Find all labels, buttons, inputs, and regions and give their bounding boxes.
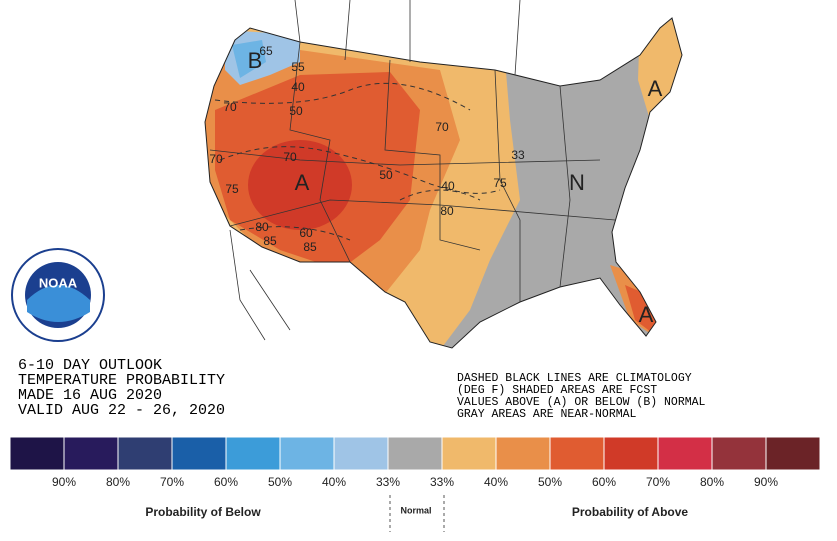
- legend-swatch: [63, 436, 119, 471]
- map-label: 80: [255, 220, 269, 234]
- map-label: 85: [263, 234, 277, 248]
- legend-label: 33%: [376, 475, 400, 489]
- map-label: A: [639, 302, 654, 327]
- legend-swatch: [657, 436, 713, 471]
- map-label: 75: [493, 176, 507, 190]
- legend-swatch: [117, 436, 173, 471]
- legend-swatch: [495, 436, 551, 471]
- legend-label: 80%: [106, 475, 130, 489]
- map-label: 85: [303, 240, 317, 254]
- legend-label: 60%: [592, 475, 616, 489]
- legend-below-title: Probability of Below: [145, 505, 261, 519]
- map-label: 70: [283, 150, 297, 164]
- legend-swatch: [603, 436, 659, 471]
- map-label: N: [569, 170, 585, 195]
- legend-swatch: [549, 436, 605, 471]
- map-label: 50: [379, 168, 393, 182]
- legend-label: 40%: [484, 475, 508, 489]
- legend-normal-title: Normal: [400, 505, 431, 515]
- map-label: 70: [209, 152, 223, 166]
- header-line: MADE 16 AUG 2020: [18, 387, 162, 404]
- map-label: 65: [259, 44, 273, 58]
- us-outline: [204, 17, 683, 349]
- map-label: 50: [289, 104, 303, 118]
- noaa-logo: NOAA: [11, 248, 105, 342]
- note-line: GRAY AREAS ARE NEAR-NORMAL: [457, 408, 637, 421]
- legend-label: 50%: [268, 475, 292, 489]
- legend-swatch: [765, 436, 821, 471]
- map-label: 55: [291, 60, 305, 74]
- header-line: VALID AUG 22 - 26, 2020: [18, 402, 225, 419]
- legend-label: 70%: [160, 475, 184, 489]
- logo-wave: [27, 285, 90, 322]
- map-label: 33: [511, 148, 525, 162]
- legend-swatch: [9, 436, 65, 471]
- legend-swatch: [711, 436, 767, 471]
- legend: Probability of Below Normal Probability …: [9, 436, 821, 532]
- map-label: 40: [291, 80, 305, 94]
- map-label: 40: [441, 179, 455, 193]
- legend-label: 60%: [214, 475, 238, 489]
- map-labels: B 55 65 40 50 70 70 75 A 70 80 85 60 85 …: [209, 44, 662, 327]
- map-label: 75: [225, 182, 239, 196]
- below-50-area: [232, 40, 266, 78]
- legend-label: 90%: [754, 475, 778, 489]
- header: 6-10 DAY OUTLOOK TEMPERATURE PROBABILITY…: [18, 357, 225, 419]
- note-line: VALUES ABOVE (A) OR BELOW (B) NORMAL: [457, 396, 706, 409]
- map-label: 80: [440, 204, 454, 218]
- legend-label: 50%: [538, 475, 562, 489]
- map-label: 70: [223, 100, 237, 114]
- legend-label: 70%: [646, 475, 670, 489]
- logo-text: NOAA: [39, 275, 78, 290]
- header-line: 6-10 DAY OUTLOOK: [18, 357, 162, 374]
- climatology-lines: [214, 82, 501, 241]
- map-label: B: [248, 48, 263, 73]
- legend-above-title: Probability of Above: [572, 505, 689, 519]
- legend-label: 40%: [322, 475, 346, 489]
- map-label: A: [648, 76, 663, 101]
- state-lines: [209, 0, 616, 341]
- legend-label: 90%: [52, 475, 76, 489]
- notes: DASHED BLACK LINES ARE CLIMATOLOGY (DEG …: [457, 372, 706, 421]
- legend-label: 80%: [700, 475, 724, 489]
- note-line: DASHED BLACK LINES ARE CLIMATOLOGY: [457, 372, 692, 385]
- legend-swatch: [387, 436, 443, 471]
- header-line: TEMPERATURE PROBABILITY: [18, 372, 225, 389]
- northeast-area: [638, 20, 682, 120]
- legend-swatch: [171, 436, 227, 471]
- legend-swatch: [225, 436, 281, 471]
- map-label: 70: [435, 120, 449, 134]
- legend-swatch: [279, 436, 335, 471]
- map-label: 60: [299, 226, 313, 240]
- legend-swatch: [333, 436, 389, 471]
- legend-label: 33%: [430, 475, 454, 489]
- map-label: A: [295, 170, 310, 195]
- legend-swatch: [441, 436, 497, 471]
- note-line: (DEG F) SHADED AREAS ARE FCST: [457, 384, 657, 397]
